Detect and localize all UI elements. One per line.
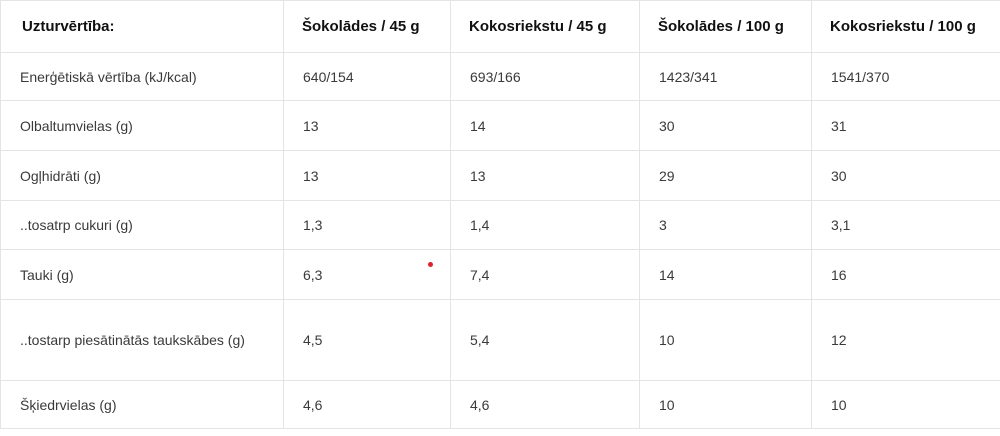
row-label: Tauki (g) xyxy=(0,249,284,300)
cell-value: 14 xyxy=(639,249,812,300)
cell-value: 30 xyxy=(811,150,1000,201)
cell-value: 640/154 xyxy=(283,52,451,101)
table-row: ..tosatrp cukuri (g) 1,3 1,4 3 3,1 xyxy=(0,200,1000,250)
table-row: ..tostarp piesātinātās taukskābes (g) 4,… xyxy=(0,299,1000,381)
cell-value: 14 xyxy=(450,100,640,151)
cell-value: 7,4 xyxy=(450,249,640,300)
cell-value: 10 xyxy=(811,380,1000,429)
cell-value: 4,6 xyxy=(283,380,451,429)
row-label: ..tostarp piesātinātās taukskābes (g) xyxy=(0,299,284,381)
cell-value: 3,1 xyxy=(811,200,1000,250)
row-label: Enerģētiskā vērtība (kJ/kcal) xyxy=(0,52,284,101)
table-row: Tauki (g) 6,3 7,4 14 16 xyxy=(0,249,1000,300)
cell-value: 4,5 xyxy=(283,299,451,381)
row-label: ..tosatrp cukuri (g) xyxy=(0,200,284,250)
table-row: Olbaltumvielas (g) 13 14 30 31 xyxy=(0,100,1000,151)
row-label: Šķiedrvielas (g) xyxy=(0,380,284,429)
cell-value: 30 xyxy=(639,100,812,151)
cell-value: 6,3 xyxy=(283,249,451,300)
cell-value: 1423/341 xyxy=(639,52,812,101)
row-label: Ogļhidrāti (g) xyxy=(0,150,284,201)
cell-value: 31 xyxy=(811,100,1000,151)
cell-value: 10 xyxy=(639,380,812,429)
cell-value: 4,6 xyxy=(450,380,640,429)
header-chocolate-45g: Šokolādes / 45 g xyxy=(283,0,451,53)
table-row: Ogļhidrāti (g) 13 13 29 30 xyxy=(0,150,1000,201)
header-chocolate-100g: Šokolādes / 100 g xyxy=(639,0,812,53)
red-marker-dot xyxy=(428,262,433,267)
cell-value: 3 xyxy=(639,200,812,250)
header-coconut-100g: Kokosriekstu / 100 g xyxy=(811,0,1000,53)
table-row: Šķiedrvielas (g) 4,6 4,6 10 10 xyxy=(0,380,1000,429)
table-header-row: Uzturvērtība: Šokolādes / 45 g Kokosriek… xyxy=(0,0,1000,53)
table-row: Enerģētiskā vērtība (kJ/kcal) 640/154 69… xyxy=(0,52,1000,101)
cell-value: 693/166 xyxy=(450,52,640,101)
cell-value: 16 xyxy=(811,249,1000,300)
cell-value: 5,4 xyxy=(450,299,640,381)
cell-value: 1,3 xyxy=(283,200,451,250)
cell-value: 13 xyxy=(283,100,451,151)
header-coconut-45g: Kokosriekstu / 45 g xyxy=(450,0,640,53)
cell-value: 10 xyxy=(639,299,812,381)
cell-value: 1,4 xyxy=(450,200,640,250)
cell-value: 12 xyxy=(811,299,1000,381)
cell-value: 29 xyxy=(639,150,812,201)
cell-value: 1541/370 xyxy=(811,52,1000,101)
cell-value: 13 xyxy=(283,150,451,201)
header-nutrient: Uzturvērtība: xyxy=(0,0,284,53)
cell-value: 13 xyxy=(450,150,640,201)
row-label: Olbaltumvielas (g) xyxy=(0,100,284,151)
